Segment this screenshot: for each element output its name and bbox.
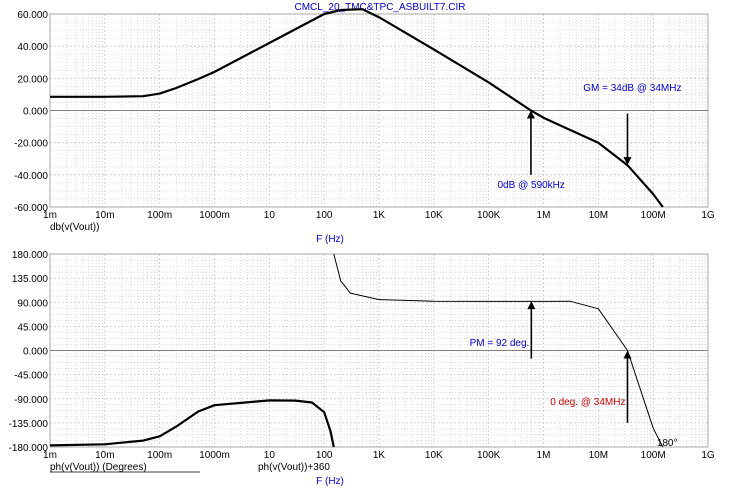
- ugf-arrow-head: [526, 110, 535, 119]
- x-tick-label: 10M: [589, 210, 608, 221]
- x-tick-label: 1K: [373, 450, 386, 461]
- x-tick-label: 10m: [95, 450, 114, 461]
- x-tick-label: 10: [264, 210, 276, 221]
- y-tick-label: 45.000: [17, 322, 48, 333]
- series-label: ph(v(Vout)) (Degrees): [50, 462, 147, 473]
- series-line: [49, 399, 335, 448]
- y-tick-label: -45.000: [14, 371, 48, 382]
- y-tick-label: 0.000: [23, 347, 48, 358]
- y-tick-label: -40.000: [14, 171, 48, 182]
- x-axis-label: F (Hz): [316, 234, 344, 245]
- y-tick-label: 60.000: [17, 10, 48, 21]
- y-tick-label: 135.000: [12, 274, 49, 285]
- chart-title: CMCL_20_TMC&TPC_ASBUILT7.CIR: [295, 2, 466, 13]
- x-tick-label: 100m: [147, 450, 172, 461]
- y-tick-label: 90.000: [17, 298, 48, 309]
- y-tick-label: 40.000: [17, 42, 48, 53]
- x-tick-label: 1M: [537, 210, 551, 221]
- y-tick-label: 20.000: [17, 74, 48, 85]
- y-tick-label: -90.000: [14, 395, 48, 406]
- annotation-label: 0dB @ 590kHz: [498, 180, 565, 191]
- series-line: [50, 8, 664, 208]
- x-tick-label: 1m: [43, 450, 57, 461]
- x-tick-label: 1m: [43, 210, 57, 221]
- x-tick-label: 10m: [95, 210, 114, 221]
- y-tick-label: 180.000: [12, 250, 49, 261]
- y-tick-label: 0.000: [23, 107, 48, 118]
- x-tick-label: 10K: [425, 210, 443, 221]
- plot-frame: [49, 253, 709, 448]
- x-tick-label: 1000m: [199, 450, 230, 461]
- x-tick-label: 10M: [589, 450, 608, 461]
- pm-arrow-head: [527, 301, 536, 310]
- x-tick-label: 100: [316, 210, 333, 221]
- x-tick-label: 100K: [477, 210, 501, 221]
- x-tick-label: 1K: [373, 210, 386, 221]
- series-label: ph(v(Vout))+360: [258, 462, 330, 473]
- y-tick-label: -135.000: [9, 419, 49, 430]
- x-tick-label: 100M: [641, 210, 666, 221]
- x-tick-label: 1G: [701, 210, 715, 221]
- x-tick-label: 10: [264, 450, 276, 461]
- phase-panel: 180.000 135.000 90.000 45.000 0.000 -45.000 -9…: [9, 250, 715, 487]
- annotation-label: 180°: [657, 438, 678, 449]
- x-tick-label: 100m: [147, 210, 172, 221]
- annotation-label: PM = 92 deg.: [470, 338, 530, 349]
- y-tick-label: -20.000: [14, 139, 48, 150]
- y-tick-label: -60.000: [14, 203, 48, 214]
- x-tick-label: 1M: [537, 450, 551, 461]
- x-tick-label: 1G: [701, 450, 715, 461]
- annotation-label: 0 deg. @ 34MHz: [550, 397, 625, 408]
- x-tick-label: 100M: [641, 450, 666, 461]
- x-tick-label: 100K: [477, 450, 501, 461]
- gm-arrow-head: [623, 157, 632, 166]
- x-tick-label: 100: [316, 450, 333, 461]
- y-tick-label: -180.000: [9, 443, 49, 454]
- x-tick-label: 1000m: [199, 210, 230, 221]
- series-line: [333, 253, 664, 448]
- series-label: db(v(Vout)): [50, 222, 99, 233]
- annotation-label: GM = 34dB @ 34MHz: [583, 83, 681, 94]
- zero-phase-arrow-head: [623, 350, 632, 359]
- x-tick-label: 10K: [425, 450, 443, 461]
- x-axis-label: F (Hz): [316, 476, 344, 487]
- plot-frame: [49, 13, 709, 208]
- magnitude-panel: 60.000 40.000 20.000 0.000 -20.000 -40.000 -60…: [14, 8, 715, 245]
